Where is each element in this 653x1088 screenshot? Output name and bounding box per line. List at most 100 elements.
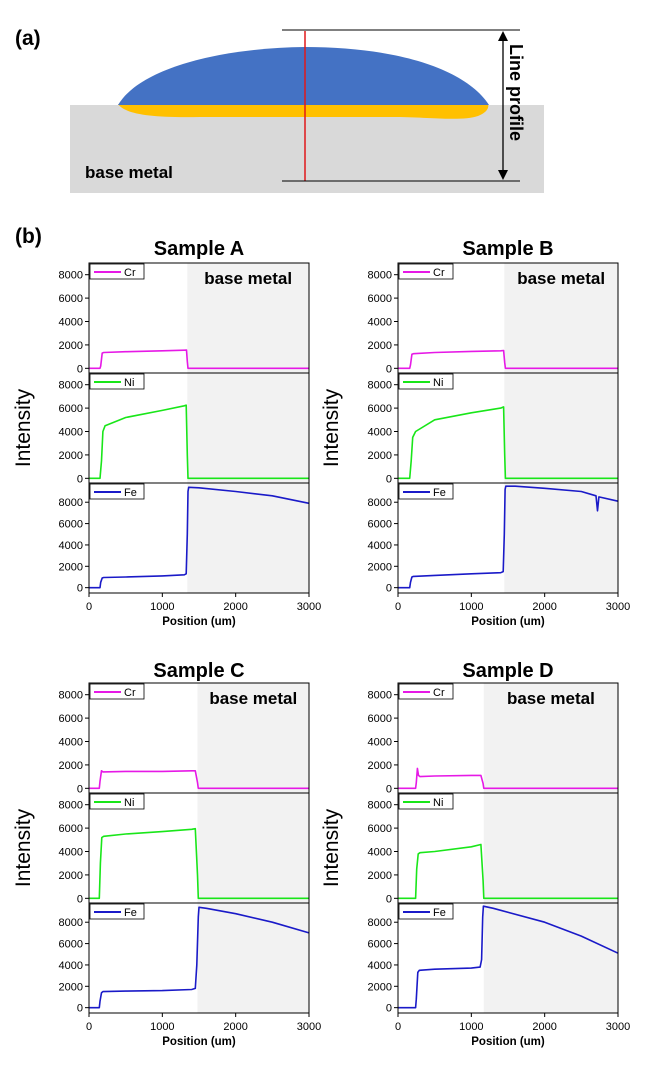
y-tick-label: 4000	[59, 737, 83, 749]
legend-entry: Fe	[124, 487, 137, 499]
series-line-ni	[398, 406, 618, 480]
legend-entry: Ni	[124, 797, 134, 809]
weld-cross-section-diagram: (a) Line profile base metal	[15, 27, 544, 193]
subplot-cr: 0 2000 4000 6000 8000 Cr	[368, 262, 619, 375]
y-tick-label: 2000	[368, 870, 392, 882]
y-tick-label: 8000	[368, 270, 392, 282]
series-line-fe	[398, 905, 619, 1009]
subplot-ni: 0 2000 4000 6000 8000 Ni	[368, 372, 619, 485]
y-tick-label: 0	[386, 1003, 392, 1015]
y-tick-label: 4000	[59, 317, 83, 329]
y-tick-label: 8000	[59, 917, 83, 929]
y-tick-label: 6000	[59, 939, 83, 951]
base-metal-label: base metal	[507, 689, 595, 708]
series-line-cr	[89, 769, 309, 790]
legend-entry: Fe	[433, 487, 446, 499]
legend-ni: Ni	[398, 793, 454, 810]
y-tick-label: 6000	[368, 713, 392, 725]
legend-entry: Fe	[124, 907, 137, 919]
subplot-ni: 0 2000 4000 6000 8000 Ni	[368, 792, 619, 905]
series-line-ni	[398, 843, 618, 900]
base-metal-label: base metal	[204, 269, 292, 288]
chart-title: Sample B	[462, 238, 553, 260]
y-tick-label: 2000	[59, 981, 83, 993]
legend-ni: Ni	[89, 373, 145, 390]
subplot-fe: 0 2000 4000 6000 8000 Fe	[368, 482, 619, 595]
subplot-frame	[397, 902, 619, 1014]
subplot-frame	[88, 482, 310, 594]
base-metal-shading	[187, 263, 309, 593]
legend-entry: Ni	[433, 797, 443, 809]
base-metal-label: base metal	[209, 689, 297, 708]
x-tick-label: 3000	[297, 1021, 321, 1033]
x-tick-label: 0	[86, 601, 92, 613]
x-tick-label: 1000	[150, 601, 174, 613]
legend-cr: Cr	[398, 683, 454, 700]
y-tick-label: 2000	[368, 450, 392, 462]
y-tick-label: 8000	[368, 917, 392, 929]
x-tick-label: 0	[395, 601, 401, 613]
y-tick-label: 0	[77, 1003, 83, 1015]
x-axis-label: Position (um)	[471, 616, 545, 628]
legend-cr: Cr	[89, 263, 145, 280]
series-line-cr	[398, 349, 618, 370]
legend-entry: Fe	[433, 907, 446, 919]
y-tick-label: 8000	[368, 497, 392, 509]
y-axis-label: Intensity	[12, 388, 35, 467]
y-tick-label: 0	[77, 473, 83, 485]
y-axis-label: Intensity	[320, 388, 343, 467]
y-tick-label: 4000	[368, 317, 392, 329]
panel-a-label: (a)	[15, 27, 41, 50]
subplot-cr: 0 2000 4000 6000 8000 Cr	[368, 682, 619, 795]
y-tick-label: 6000	[59, 823, 83, 835]
y-tick-label: 4000	[368, 737, 392, 749]
subplot-fe: 0 2000 4000 6000 8000 Fe	[368, 902, 619, 1015]
fusion-zone-region	[118, 104, 489, 119]
subplot-fe: 0 2000 4000 6000 8000 Fe	[59, 902, 310, 1015]
y-tick-label: 8000	[368, 380, 392, 392]
y-tick-label: 8000	[59, 497, 83, 509]
y-tick-label: 2000	[59, 340, 83, 352]
base-metal-label: base metal	[85, 163, 173, 182]
legend-entry: Ni	[433, 377, 443, 389]
y-tick-label: 6000	[59, 403, 83, 415]
y-tick-label: 0	[386, 363, 392, 375]
base-metal-region	[70, 105, 544, 193]
series-line-ni	[89, 827, 309, 900]
y-tick-label: 2000	[368, 561, 392, 573]
series-line-fe	[398, 485, 619, 589]
subplot-fe: 0 2000 4000 6000 8000 Fe	[59, 482, 310, 595]
base-metal-label: base metal	[517, 269, 605, 288]
profile-arrow-up-icon	[498, 31, 508, 41]
x-tick-label: 0	[395, 1021, 401, 1033]
x-axis-label: Position (um)	[162, 1036, 236, 1048]
y-tick-label: 0	[386, 473, 392, 485]
x-axis-label: Position (um)	[471, 1036, 545, 1048]
chart-title: Sample D	[462, 660, 553, 682]
y-tick-label: 0	[77, 363, 83, 375]
legend-ni: Ni	[89, 793, 145, 810]
x-tick-label: 2000	[532, 1021, 556, 1033]
chart-sample-c: Sample C base metal 0 2000 4000 6000 8000 Cr 0 20…	[12, 660, 321, 1048]
y-tick-label: 4000	[368, 847, 392, 859]
chart-title: Sample C	[153, 660, 244, 682]
base-metal-shading	[197, 683, 309, 1013]
y-tick-label: 8000	[59, 690, 83, 702]
legend-fe: Fe	[398, 483, 454, 500]
y-tick-label: 4000	[59, 847, 83, 859]
profile-arrow-down-icon	[498, 170, 508, 180]
y-tick-label: 6000	[59, 519, 83, 531]
series-line-cr	[398, 767, 618, 790]
panel-b-label: (b)	[15, 225, 42, 248]
x-tick-label: 1000	[459, 1021, 483, 1033]
chart-title: Sample A	[154, 238, 244, 260]
line-profile-charts: Sample A base metal 0 2000 4000 6000 8000 Cr 0 20…	[12, 238, 630, 1048]
y-tick-label: 6000	[368, 519, 392, 531]
legend-cr: Cr	[89, 683, 145, 700]
legend-entry: Cr	[433, 267, 445, 279]
x-tick-label: 1000	[150, 1021, 174, 1033]
y-tick-label: 8000	[59, 380, 83, 392]
y-tick-label: 4000	[59, 540, 83, 552]
chart-sample-a: Sample A base metal 0 2000 4000 6000 8000 Cr 0 20…	[12, 238, 321, 628]
